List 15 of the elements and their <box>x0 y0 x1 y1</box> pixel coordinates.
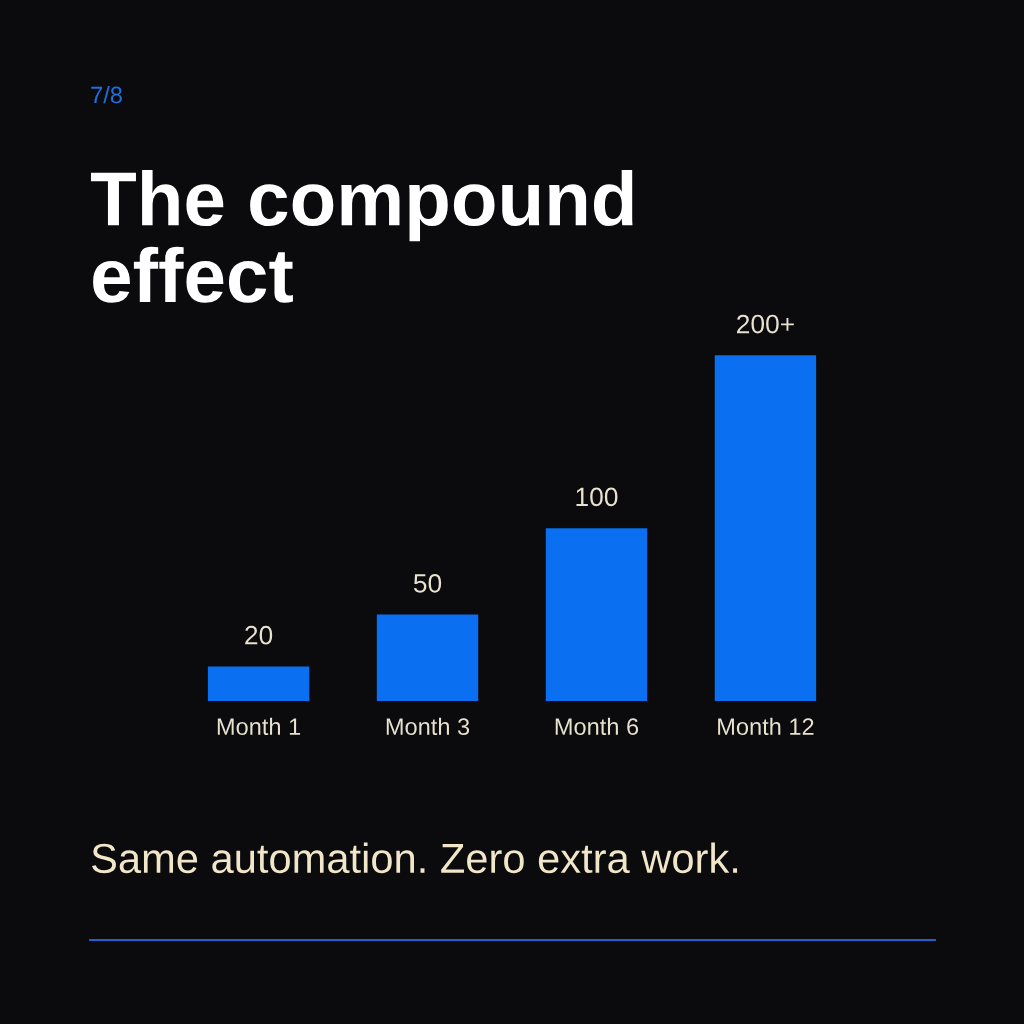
bar <box>714 355 817 701</box>
x-tick-label: Month 12 <box>718 717 814 736</box>
data-label: 100 <box>576 487 618 507</box>
text: Same automation. Zero extra work. <box>92 842 738 874</box>
x-tick-label: Month 3 <box>386 717 470 736</box>
x-tick-label: Month 6 <box>555 717 639 736</box>
bar <box>545 528 648 701</box>
chart-title: The compound effect <box>90 170 633 303</box>
text: 7/8 <box>91 86 122 104</box>
bar <box>376 614 479 701</box>
data-label: 50 <box>413 574 442 593</box>
data-label: 20 <box>245 625 273 645</box>
bar <box>207 666 310 701</box>
x-tick-label: Month 1 <box>217 717 301 736</box>
data-label: 200+ <box>737 314 794 334</box>
